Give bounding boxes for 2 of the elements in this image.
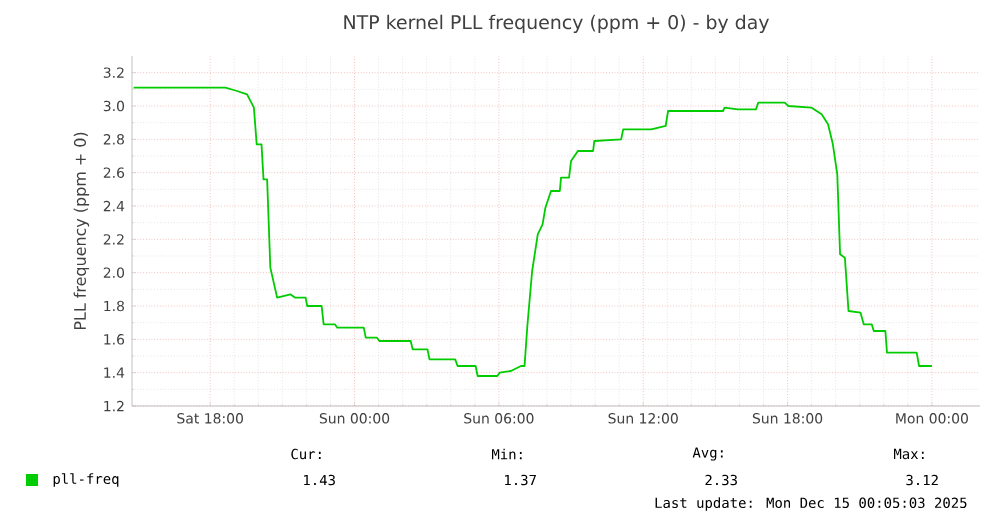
line-series — [132, 86, 933, 377]
chart-title: NTP kernel PLL frequency (ppm + 0) - by day — [344, 14, 769, 33]
